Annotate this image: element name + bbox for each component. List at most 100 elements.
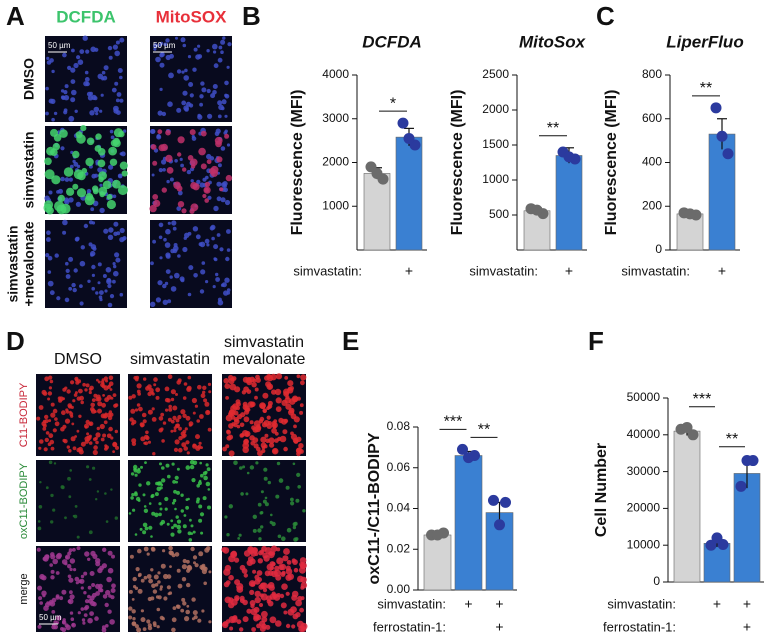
treatment-level: +	[495, 596, 503, 612]
cell	[247, 547, 255, 555]
cell	[62, 230, 67, 235]
cell	[237, 537, 241, 540]
cell	[253, 606, 260, 613]
cell	[195, 499, 200, 504]
cell	[115, 40, 120, 45]
cell	[245, 492, 249, 496]
cell	[159, 256, 163, 260]
cell	[136, 383, 142, 389]
cell	[157, 571, 161, 575]
cell	[183, 75, 189, 81]
cell	[117, 68, 123, 73]
cell	[177, 254, 181, 258]
cell	[201, 261, 206, 265]
bar	[523, 210, 551, 251]
cell	[162, 299, 168, 305]
cell	[242, 446, 249, 454]
cell	[173, 489, 177, 494]
cell	[65, 268, 70, 273]
cell	[187, 375, 192, 380]
cell	[48, 190, 53, 195]
y-tick-label: 0.00	[387, 582, 411, 596]
cell	[107, 567, 114, 574]
cell	[271, 427, 277, 434]
cell	[249, 376, 255, 383]
cell	[161, 187, 167, 193]
cell	[220, 197, 226, 203]
cell	[191, 597, 196, 602]
cell	[168, 404, 172, 409]
cell	[226, 291, 231, 295]
cell	[212, 84, 218, 89]
cell	[217, 114, 222, 119]
cell	[277, 534, 282, 539]
cell	[50, 98, 56, 104]
cell	[60, 95, 65, 100]
cell	[42, 556, 48, 562]
cell	[77, 611, 81, 615]
cell	[185, 415, 191, 421]
cell	[159, 52, 164, 58]
cell	[47, 280, 54, 287]
cell	[240, 412, 246, 418]
cell	[217, 163, 222, 168]
cell	[248, 580, 256, 587]
cell	[176, 568, 181, 573]
cell	[150, 129, 156, 134]
cell	[222, 36, 226, 40]
cell	[84, 436, 90, 442]
cell	[177, 201, 185, 208]
cell	[261, 616, 268, 623]
cell	[169, 565, 172, 568]
cell	[71, 48, 75, 53]
cell	[69, 611, 74, 615]
cell	[97, 159, 106, 168]
y-axis-label: Cell Number	[593, 443, 610, 537]
cell	[112, 393, 117, 397]
cell	[164, 397, 170, 403]
cell	[219, 187, 224, 192]
cell	[56, 552, 62, 559]
cell	[198, 441, 202, 445]
cell	[147, 623, 152, 628]
cell	[178, 426, 182, 431]
cell	[90, 253, 94, 257]
data-point	[722, 148, 734, 160]
cell	[203, 475, 208, 481]
cell	[263, 476, 268, 481]
cell	[94, 436, 98, 441]
cell	[197, 618, 202, 623]
cell	[165, 408, 169, 412]
cell	[236, 401, 241, 407]
cell	[53, 462, 57, 465]
cell	[96, 426, 101, 431]
cell	[36, 547, 41, 552]
cell	[171, 462, 175, 466]
cell	[140, 436, 146, 442]
data-point	[463, 452, 474, 464]
cell	[59, 596, 64, 601]
cell	[270, 513, 273, 517]
cell	[52, 428, 57, 433]
cell	[206, 467, 211, 472]
cell	[226, 143, 231, 147]
cell	[128, 615, 133, 620]
cell	[53, 111, 58, 116]
cell	[292, 462, 296, 466]
cell	[95, 112, 99, 116]
cell	[165, 129, 171, 136]
cell	[114, 50, 120, 57]
cell	[243, 416, 250, 423]
y-tick-label: 500	[489, 207, 509, 221]
cell	[189, 459, 195, 465]
cell	[84, 599, 90, 604]
cell	[252, 569, 257, 574]
cell	[97, 167, 103, 173]
cell	[180, 409, 186, 415]
cell	[68, 115, 75, 122]
cell	[260, 593, 268, 601]
cell	[134, 473, 138, 477]
cell	[50, 493, 54, 498]
cell	[261, 545, 267, 552]
cell	[85, 81, 90, 87]
